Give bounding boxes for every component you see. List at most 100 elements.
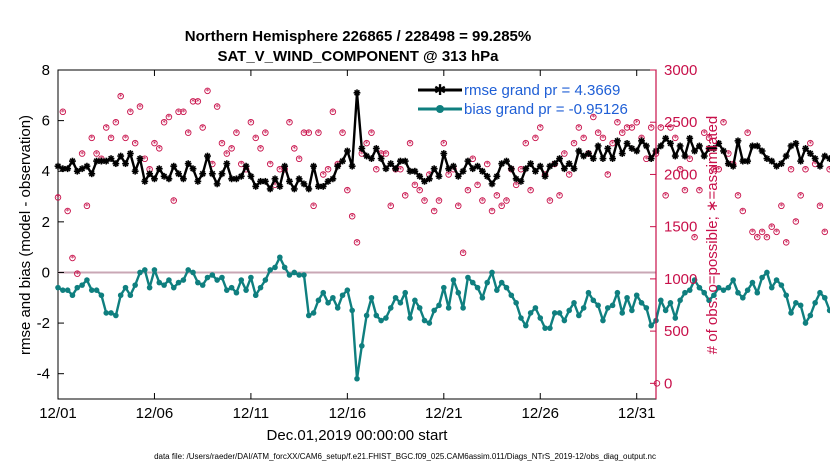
rmse-data-point [787,142,795,150]
obs-possible-point [676,165,684,173]
y-left-tick-label: 2 [42,214,50,231]
bias-data-point [768,284,775,291]
obs-possible-point [363,139,370,147]
rmse-data-point [107,155,115,162]
obs-possible-point [204,87,211,95]
bias-data-point [455,289,462,296]
rmse-data-point [599,155,607,162]
bias-data-point [604,305,611,311]
obs-assimilated-point: * [167,113,171,122]
rmse-data-point [73,167,81,175]
y-right-tick-label: 500 [664,323,689,340]
obs-possible-point [348,212,356,220]
obs-possible-point [136,103,144,110]
rmse-data-point [671,152,679,160]
bias-data-point [469,279,476,286]
legend-bias-marker [436,105,444,113]
obs-assimilated-point: * [408,139,412,148]
bias-data-point [228,284,235,291]
bias-data-point [238,277,245,283]
obs-assimilated-point: * [625,124,629,133]
rmse-data-point [556,155,563,162]
obs-possible-point [156,145,163,152]
obs-assimilated-point: * [90,134,94,143]
rmse-data-point [155,165,163,173]
bias-data-point [349,307,355,314]
rmse-data-point [208,170,216,178]
rmse-data-point [647,155,655,162]
obs-possible-point [69,254,76,262]
obs-assimilated-point: * [384,150,388,159]
bias-data-point [248,274,254,281]
bias-data-point [633,292,640,299]
obs-possible-point [816,202,824,210]
bias-data-point [127,292,134,299]
rmse-data-point [720,147,727,155]
rmse-data-point [541,172,549,180]
obs-possible-point [93,150,100,157]
obs-possible-point [749,228,756,236]
obs-assimilated-point: * [172,197,176,206]
rmse-data-point [310,162,317,170]
bias-data-point [175,279,182,286]
legend-bias-label: bias grand pr = -0.95126 [464,101,628,118]
bias-data-point [74,284,81,291]
obs-assimilated-point: * [133,139,137,148]
obs-assimilated-point: * [760,228,764,237]
obs-assimilated-point: * [287,118,291,127]
obs-possible-point [633,118,640,126]
y-left-tick-label: -2 [37,315,50,332]
bias-data-point [561,317,568,324]
obs-possible-point [763,233,771,241]
bias-data-point [701,289,708,296]
obs-assimilated-point: * [808,139,812,148]
obs-possible-point [739,207,747,215]
obs-markers-group: ************************* *** ************… [54,87,830,387]
rmse-data-point [507,165,515,173]
rmse-data-point [696,142,703,150]
obs-assimilated-point: * [302,129,306,138]
obs-assimilated-point: * [558,192,562,201]
x-axis-label: Dec.01,2019 00:00:00 start [267,427,449,444]
obs-assimilated-point: * [524,139,528,148]
obs-possible-point [483,160,491,168]
obs-possible-point [107,134,115,142]
rmse-data-point [122,160,129,168]
obs-assimilated-point: * [230,145,234,154]
obs-assimilated-point: * [297,155,301,164]
obs-possible-point [257,145,264,152]
obs-assimilated-point: * [635,118,639,127]
obs-assimilated-point: * [582,134,586,143]
obs-assimilated-point: * [360,150,364,159]
bias-data-point [277,254,283,261]
obs-possible-point [768,223,775,230]
bias-data-point [547,325,553,331]
rmse-data-point [416,172,424,180]
rmse-data-point [797,157,805,165]
obs-possible-point [546,197,554,204]
bias-data-point [691,277,698,283]
bias-data-point [788,310,794,316]
bias-data-point [378,317,384,324]
rmse-data-point [69,157,76,165]
bias-data-point [518,315,524,321]
bias-data-point [725,284,732,291]
obs-assimilated-point: * [548,197,552,206]
bias-data-point [764,269,770,276]
bias-data-point [629,307,635,314]
obs-assimilated-point: * [683,186,687,195]
obs-assimilated-point: * [712,165,716,174]
obs-possible-point [787,165,795,173]
obs-assimilated-point: * [779,202,783,211]
bias-data-point [397,300,404,306]
plot-area [57,69,657,400]
obs-assimilated-point: * [562,150,566,159]
obs-assimilated-point: * [505,197,509,206]
bias-data-point [498,279,505,286]
rmse-data-point [372,145,380,152]
obs-assimilated-point: * [726,150,730,159]
rmse-data-point [165,175,173,183]
rmse-data-point [300,180,308,188]
bias-data-point [305,312,312,319]
rmse-data-point [237,172,245,180]
